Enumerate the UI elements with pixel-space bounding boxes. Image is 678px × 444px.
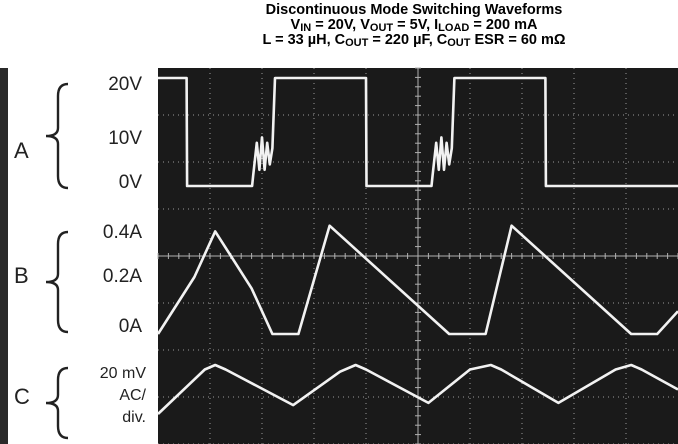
channel-braces bbox=[45, 82, 69, 440]
channel-labels: A 20V 10V 0V B 0.4A 0.2A 0A C 20 mV AC/div. bbox=[0, 0, 160, 444]
subtitle-segment: = 200 mA bbox=[469, 17, 538, 33]
subtitle-segment: V bbox=[290, 17, 301, 33]
subtitle-segment: = 20V, V bbox=[311, 17, 370, 33]
channel-a-tick-label: 0V bbox=[118, 172, 142, 193]
channel-letter-b: B bbox=[14, 263, 29, 288]
channel-b-tick-label: 0A bbox=[118, 316, 142, 337]
brace-channel-a bbox=[45, 82, 69, 190]
trace-channel-b bbox=[156, 224, 678, 336]
channel-c-tick-label: 20 mV bbox=[99, 365, 146, 382]
channel-letter-a: A bbox=[14, 138, 29, 163]
channel-a-tick-label: 20V bbox=[108, 74, 142, 95]
channel-b-tick-label: 0.2A bbox=[102, 266, 142, 287]
subtitle-segment: LOAD bbox=[438, 22, 470, 34]
subtitle-segment: = 220 µF, C bbox=[368, 32, 448, 48]
chart-title: Discontinuous Mode Switching Waveforms V… bbox=[150, 2, 678, 49]
subtitle-segment: OUT bbox=[447, 37, 471, 49]
subtitle-segment: L = 33 µH, C bbox=[262, 32, 346, 48]
subtitle-segment: OUT bbox=[345, 37, 369, 49]
trace-channel-a bbox=[158, 76, 678, 188]
brace-channel-b bbox=[45, 230, 69, 334]
photo-edge-strip bbox=[0, 68, 8, 444]
subtitle-segment: = 5V, I bbox=[393, 17, 439, 33]
subtitle-segment: IN bbox=[300, 22, 312, 34]
chart-subtitle-line-2: L = 33 µH, COUT = 220 µF, COUT ESR = 60 … bbox=[150, 32, 678, 49]
subtitle-segment: OUT bbox=[369, 22, 394, 34]
subtitle-segment: ESR = 60 mΩ bbox=[470, 32, 566, 48]
channel-letter-c: C bbox=[14, 384, 30, 409]
channel-a-tick-label: 10V bbox=[108, 128, 142, 149]
channel-c-tick-label: div. bbox=[122, 409, 146, 426]
chart-subtitle-line-1: VIN = 20V, VOUT = 5V, ILOAD = 200 mA bbox=[150, 17, 678, 34]
brace-channel-c bbox=[45, 366, 69, 440]
trace-channel-c bbox=[157, 363, 678, 415]
channel-b-tick-label: 0.4A bbox=[102, 222, 142, 243]
channel-c-tick-label: AC/ bbox=[119, 387, 146, 404]
chart-title-main: Discontinuous Mode Switching Waveforms bbox=[265, 2, 563, 18]
